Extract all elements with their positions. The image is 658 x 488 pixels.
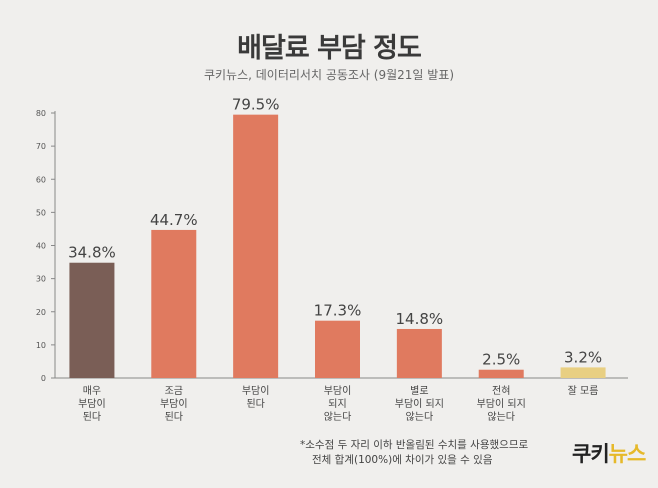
footnote-line-1: *소수점 두 자리 이하 반올림된 수치를 사용했으므로 (300, 439, 529, 451)
bar (315, 320, 360, 378)
x-category-label: 부담이 되지 않는다 (324, 385, 352, 423)
x-category-label-line: 부담이 (160, 398, 188, 410)
x-category-label: 전혀 부담이 되지 않는다 (477, 385, 526, 423)
bar (478, 369, 524, 378)
x-category-label-line: 부담이 (324, 385, 352, 397)
bar-value-label: 14.8% (396, 310, 444, 328)
kuki-news-logo: 쿠키뉴스 (572, 438, 647, 468)
y-tick-label: 70 (36, 142, 46, 151)
x-category-label-line: 않는다 (406, 411, 434, 423)
bar-value-label: 34.8% (68, 244, 116, 262)
x-category-label-line: 잘 모름 (568, 385, 599, 397)
chart-subtitle: 쿠키뉴스, 데이터리서치 공동조사 (9월21일 발표) (203, 68, 455, 82)
footnote-line-2: 전체 합계(100%)에 차이가 있을 수 있음 (312, 454, 493, 466)
y-tick-label: 0 (41, 374, 46, 383)
y-tick-label: 30 (36, 275, 46, 284)
y-tick-label: 20 (36, 308, 46, 317)
logo-part-1: 쿠키 (572, 442, 610, 466)
bar-value-label: 79.5% (232, 96, 280, 114)
logo-part-2: 뉴스 (608, 442, 647, 466)
bar (233, 114, 279, 378)
chart-title: 배달료 부담 정도 (237, 33, 422, 64)
y-tick-label: 40 (36, 242, 46, 251)
x-category-label-line: 전혀 (492, 385, 510, 397)
x-category-label-line: 않는다 (487, 411, 515, 423)
y-tick-label: 60 (36, 175, 46, 184)
bar (396, 328, 442, 378)
x-category-label-line: 부담이 (78, 398, 106, 410)
x-category-label-line: 부담이 되지 (395, 398, 444, 410)
x-category-label: 부담이 된다 (242, 385, 270, 410)
x-category-label-line: 된다 (165, 411, 183, 423)
bar-value-label: 2.5% (482, 351, 520, 369)
x-category-label: 매우 부담이 된다 (78, 385, 106, 423)
y-tick-label: 80 (36, 109, 46, 118)
bar-value-label: 44.7% (150, 211, 198, 229)
x-category-label: 별로 부담이 되지 않는다 (395, 385, 444, 423)
x-category-label-line: 않는다 (324, 411, 352, 423)
x-category-label-line: 되지 (328, 398, 346, 410)
x-category-label-line: 매우 (83, 385, 101, 397)
x-category-label-line: 된다 (246, 398, 264, 410)
bar (151, 229, 197, 378)
footnote: *소수점 두 자리 이하 반올림된 수치를 사용했으므로 전체 합계(100%)… (300, 438, 528, 468)
x-category-label-line: 부담이 (242, 385, 270, 397)
x-category-label-line: 된다 (83, 411, 101, 423)
y-tick-label: 10 (36, 341, 46, 350)
x-category-label-line: 별로 (410, 385, 428, 397)
x-category-label: 잘 모름 (568, 385, 599, 397)
bar (560, 367, 606, 378)
x-category-label: 조금 부담이 된다 (160, 385, 188, 423)
y-tick-label: 50 (36, 208, 46, 217)
bar (69, 262, 115, 378)
x-category-label-line: 조금 (165, 385, 183, 397)
bar-value-label: 17.3% (314, 302, 362, 320)
bar-value-label: 3.2% (564, 348, 602, 366)
x-category-label-line: 부담이 되지 (477, 398, 526, 410)
